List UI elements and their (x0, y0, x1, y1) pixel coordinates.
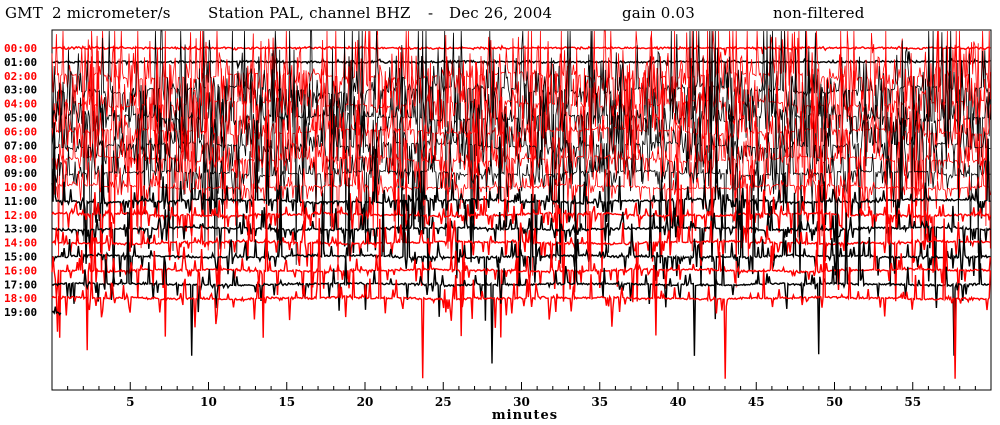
hour-label-1100: 11:00 (4, 195, 37, 208)
hour-labels: 00:0001:0002:0003:0004:0005:0006:0007:00… (4, 42, 37, 319)
hour-label-0700: 07:00 (4, 139, 37, 152)
trace-1500 (51, 177, 991, 321)
x-tick-label: 20 (357, 395, 374, 409)
header-units: 2 micrometer/s (52, 4, 171, 22)
trace-1700 (51, 201, 991, 364)
x-tick-label: 15 (278, 395, 295, 409)
x-tick-label: 50 (826, 395, 843, 409)
header-gain: gain 0.03 (622, 4, 695, 22)
hour-label-1600: 16:00 (4, 264, 37, 277)
seismogram-traces (51, 30, 991, 379)
hour-label-1000: 10:00 (4, 181, 37, 194)
hour-label-0100: 01:00 (4, 56, 37, 69)
header-station: Station PAL, channel BHZ (208, 4, 411, 22)
x-tick-label: 45 (748, 395, 765, 409)
hour-label-0500: 05:00 (4, 112, 37, 125)
x-axis-ticks (67, 382, 976, 390)
hour-label-1300: 13:00 (4, 223, 37, 236)
trace-1400 (51, 179, 991, 302)
trace-0000 (51, 44, 991, 56)
plot-header: GMT 2 micrometer/s Station PAL, channel … (0, 0, 1000, 26)
hour-label-1700: 17:00 (4, 278, 37, 291)
trace-0400 (51, 30, 991, 276)
hour-label-1200: 12:00 (4, 209, 37, 222)
trace-1100 (51, 117, 991, 274)
trace-1800 (51, 217, 991, 379)
hour-label-0600: 06:00 (4, 125, 37, 138)
hour-label-0900: 09:00 (4, 167, 37, 180)
header-filter: non-filtered (773, 4, 865, 22)
hour-label-1800: 18:00 (4, 292, 37, 305)
trace-0800 (51, 47, 991, 288)
hour-label-1500: 15:00 (4, 251, 37, 264)
hour-label-1400: 14:00 (4, 237, 37, 250)
header-separator: - (428, 4, 434, 22)
x-tick-label: 5 (126, 395, 134, 409)
x-axis-title: minutes (492, 408, 558, 423)
x-tick-label: 40 (670, 395, 687, 409)
x-tick-label: 25 (435, 395, 452, 409)
hour-label-1900: 19:00 (4, 306, 37, 319)
trace-0500 (51, 30, 991, 265)
trace-1000 (51, 99, 991, 281)
trace-1200 (51, 157, 991, 290)
x-tick-label: 10 (200, 395, 217, 409)
hour-label-0200: 02:00 (4, 70, 37, 83)
x-axis-tick-labels: 5 10 15 20 25 30 35 40 45 50 55 (126, 395, 921, 409)
trace-0700 (51, 30, 991, 259)
hour-label-0000: 00:00 (4, 42, 37, 55)
header-date: Dec 26, 2004 (449, 4, 553, 22)
hour-label-0400: 04:00 (4, 98, 37, 111)
trace-1900 (51, 306, 62, 316)
header-network: GMT (5, 4, 43, 22)
x-tick-label: 35 (591, 395, 608, 409)
trace-0900 (51, 76, 991, 256)
hour-label-0800: 08:00 (4, 153, 37, 166)
x-tick-label: 30 (513, 395, 530, 409)
x-tick-label: 55 (904, 395, 921, 409)
hour-label-0300: 03:00 (4, 84, 37, 97)
